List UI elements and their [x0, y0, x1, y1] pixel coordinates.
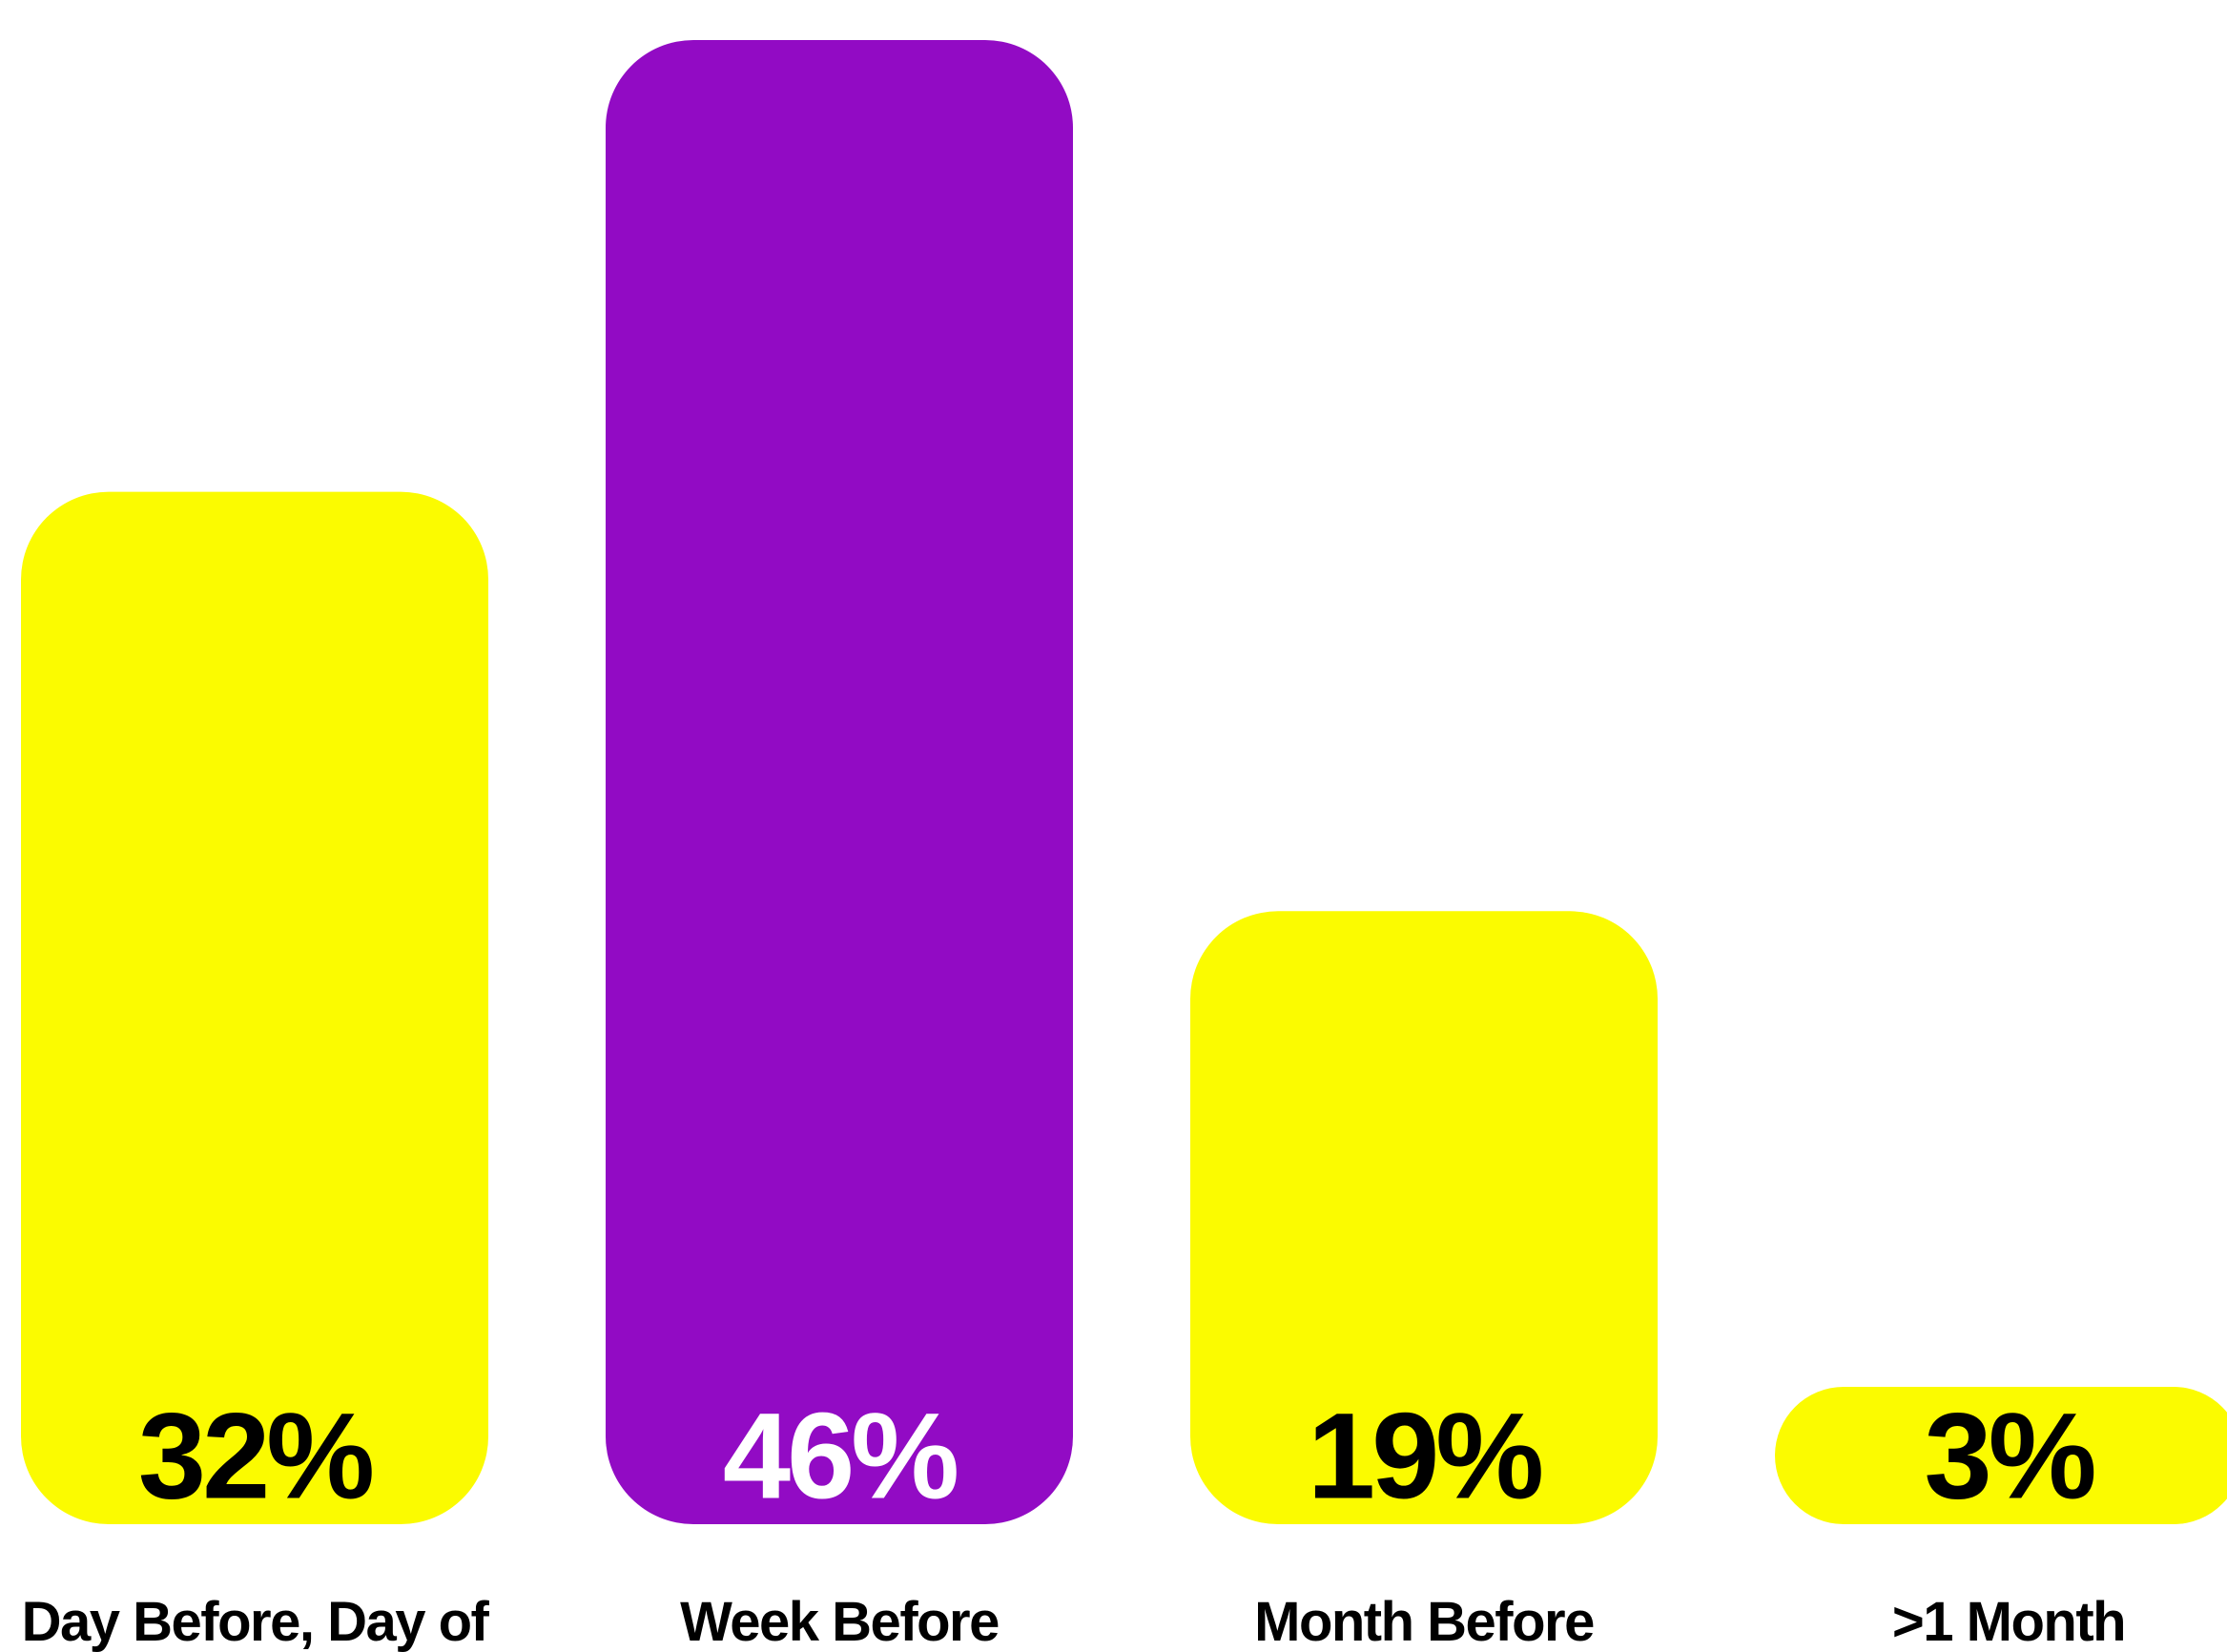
category-label-week-before: Week Before — [680, 1591, 999, 1652]
category-labels: Day Before, Day of Week Before Month Befor… — [22, 1591, 2127, 1652]
category-label-day-before-day-of: Day Before, Day of — [22, 1591, 490, 1652]
bar-month-before — [1190, 911, 1658, 1524]
bar-1-month — [1775, 1387, 2227, 1524]
value-label-day-before-day-of: 32% — [138, 1389, 372, 1525]
bar-day-before-day-of — [21, 491, 488, 1525]
category-label-1-month: >1 Month — [1892, 1591, 2125, 1652]
category-label-month-before: Month Before — [1254, 1591, 1594, 1652]
value-label-month-before: 19% — [1308, 1389, 1541, 1525]
value-labels: 32% 46% 19% 3% — [138, 1389, 2098, 1525]
value-label-1-month: 3% — [1925, 1389, 2094, 1525]
value-label-week-before: 46% — [723, 1389, 957, 1525]
bars — [21, 40, 2227, 1525]
bar-week-before — [606, 40, 1073, 1524]
